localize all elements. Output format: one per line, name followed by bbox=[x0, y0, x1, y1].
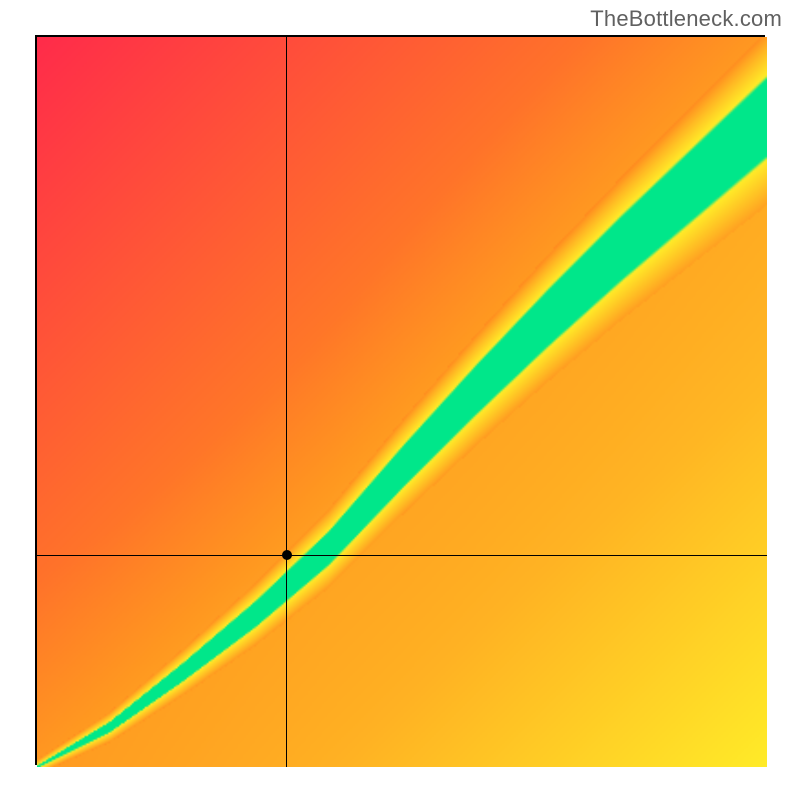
plot-frame bbox=[35, 35, 765, 765]
heatmap-canvas bbox=[37, 37, 767, 767]
crosshair-vertical bbox=[286, 37, 287, 767]
attribution-text: TheBottleneck.com bbox=[590, 6, 782, 32]
crosshair-dot bbox=[282, 550, 292, 560]
crosshair-horizontal bbox=[37, 555, 767, 556]
